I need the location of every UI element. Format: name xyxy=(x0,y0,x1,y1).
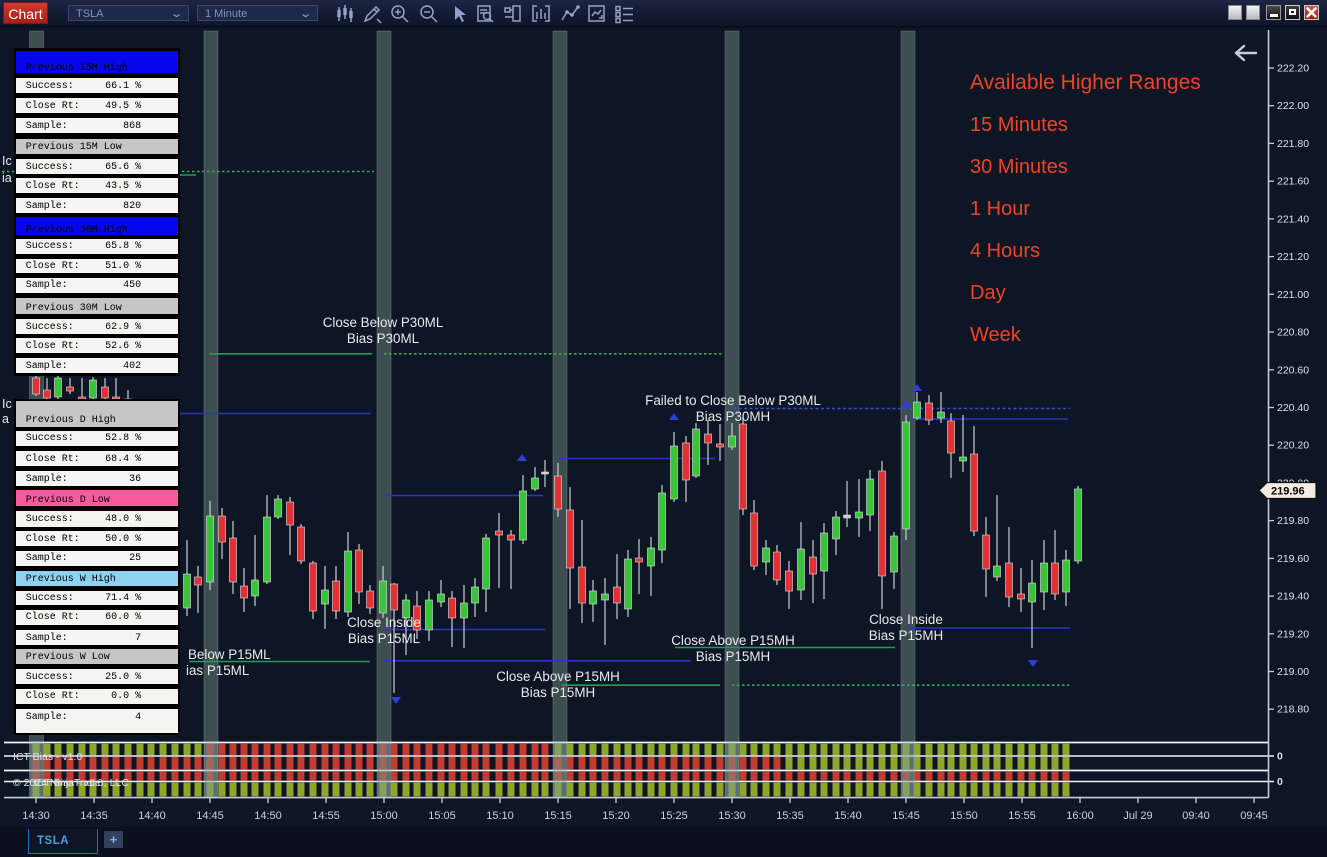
svg-text:14:55: 14:55 xyxy=(312,810,340,822)
svg-text:Week: Week xyxy=(970,324,1022,346)
svg-text:221.80: 221.80 xyxy=(1277,138,1309,150)
svg-text:Day: Day xyxy=(970,282,1006,304)
svg-text:15:00: 15:00 xyxy=(370,810,398,822)
svg-text:Bias P15MH: Bias P15MH xyxy=(521,685,595,700)
svg-text:ias P15ML: ias P15ML xyxy=(186,663,249,678)
svg-text:14:40: 14:40 xyxy=(138,810,166,822)
svg-text:219.00: 219.00 xyxy=(1277,666,1309,678)
svg-text:09:45: 09:45 xyxy=(1240,810,1268,822)
svg-text:Bias P15ML: Bias P15ML xyxy=(348,631,420,646)
svg-text:© 2024 NinjaTrader, LLC: © 2024 NinjaTrader, LLC xyxy=(13,777,129,789)
svg-text:Ic: Ic xyxy=(2,397,12,411)
svg-text:15:20: 15:20 xyxy=(602,810,630,822)
svg-text:14:45: 14:45 xyxy=(196,810,224,822)
svg-text:Bias P30MH: Bias P30MH xyxy=(696,409,770,424)
svg-text:15:05: 15:05 xyxy=(428,810,456,822)
svg-text:1 Hour: 1 Hour xyxy=(970,198,1030,220)
svg-text:Bias P15MH: Bias P15MH xyxy=(869,628,943,643)
svg-text:220.40: 220.40 xyxy=(1277,402,1309,414)
svg-text:15 Minutes: 15 Minutes xyxy=(970,114,1068,136)
svg-text:220.60: 220.60 xyxy=(1277,364,1309,376)
svg-text:Close Inside: Close Inside xyxy=(347,615,421,630)
svg-text:Bias P15MH: Bias P15MH xyxy=(696,649,770,664)
svg-text:221.00: 221.00 xyxy=(1277,289,1309,301)
svg-text:14:35: 14:35 xyxy=(80,810,108,822)
svg-text:ICT Bias - v1.0: ICT Bias - v1.0 xyxy=(13,751,82,763)
svg-text:219.40: 219.40 xyxy=(1277,591,1309,603)
svg-text:221.20: 221.20 xyxy=(1277,251,1309,263)
svg-text:Available Higher Ranges: Available Higher Ranges xyxy=(970,71,1201,94)
svg-text:15:10: 15:10 xyxy=(486,810,514,822)
svg-text:ICT Bias - v1.0: ICT Bias - v1.0 xyxy=(34,777,103,789)
svg-text:15:40: 15:40 xyxy=(834,810,862,822)
svg-text:a: a xyxy=(2,412,9,426)
svg-text:15:50: 15:50 xyxy=(950,810,978,822)
svg-text:219.96: 219.96 xyxy=(1271,485,1305,497)
svg-text:Close Inside: Close Inside xyxy=(869,612,943,627)
svg-text:ia: ia xyxy=(2,171,12,185)
svg-text:15:55: 15:55 xyxy=(1008,810,1036,822)
svg-text:220.20: 220.20 xyxy=(1277,440,1309,452)
svg-text:Below P15ML: Below P15ML xyxy=(188,647,271,662)
svg-text:221.40: 221.40 xyxy=(1277,213,1309,225)
svg-text:Ic: Ic xyxy=(2,154,12,168)
svg-text:16:00: 16:00 xyxy=(1066,810,1094,822)
svg-text:219.20: 219.20 xyxy=(1277,628,1309,640)
svg-text:4 Hours: 4 Hours xyxy=(970,240,1040,262)
svg-text:Close Above P15MH: Close Above P15MH xyxy=(496,669,620,684)
svg-text:15:45: 15:45 xyxy=(892,810,920,822)
svg-text:15:30: 15:30 xyxy=(718,810,746,822)
svg-text:222.00: 222.00 xyxy=(1277,100,1309,112)
svg-text:15:35: 15:35 xyxy=(776,810,804,822)
svg-text:Close Above P15MH: Close Above P15MH xyxy=(671,633,795,648)
svg-text:14:30: 14:30 xyxy=(22,810,50,822)
svg-text:Jul 29: Jul 29 xyxy=(1123,810,1152,822)
svg-text:14:50: 14:50 xyxy=(254,810,282,822)
svg-text:221.60: 221.60 xyxy=(1277,176,1309,188)
svg-text:220.80: 220.80 xyxy=(1277,327,1309,339)
svg-text:222.20: 222.20 xyxy=(1277,63,1309,75)
svg-text:0: 0 xyxy=(1277,751,1283,763)
svg-text:219.80: 219.80 xyxy=(1277,515,1309,527)
svg-text:219.60: 219.60 xyxy=(1277,553,1309,565)
svg-text:Failed to Close Below P30ML: Failed to Close Below P30ML xyxy=(645,393,821,408)
svg-text:Close Below P30ML: Close Below P30ML xyxy=(323,315,444,330)
svg-text:Bias P30ML: Bias P30ML xyxy=(347,331,419,346)
svg-text:15:15: 15:15 xyxy=(544,810,572,822)
svg-text:0: 0 xyxy=(1277,776,1283,788)
svg-text:09:40: 09:40 xyxy=(1182,810,1210,822)
svg-text:218.80: 218.80 xyxy=(1277,704,1309,716)
svg-text:15:25: 15:25 xyxy=(660,810,688,822)
svg-text:30 Minutes: 30 Minutes xyxy=(970,156,1068,178)
